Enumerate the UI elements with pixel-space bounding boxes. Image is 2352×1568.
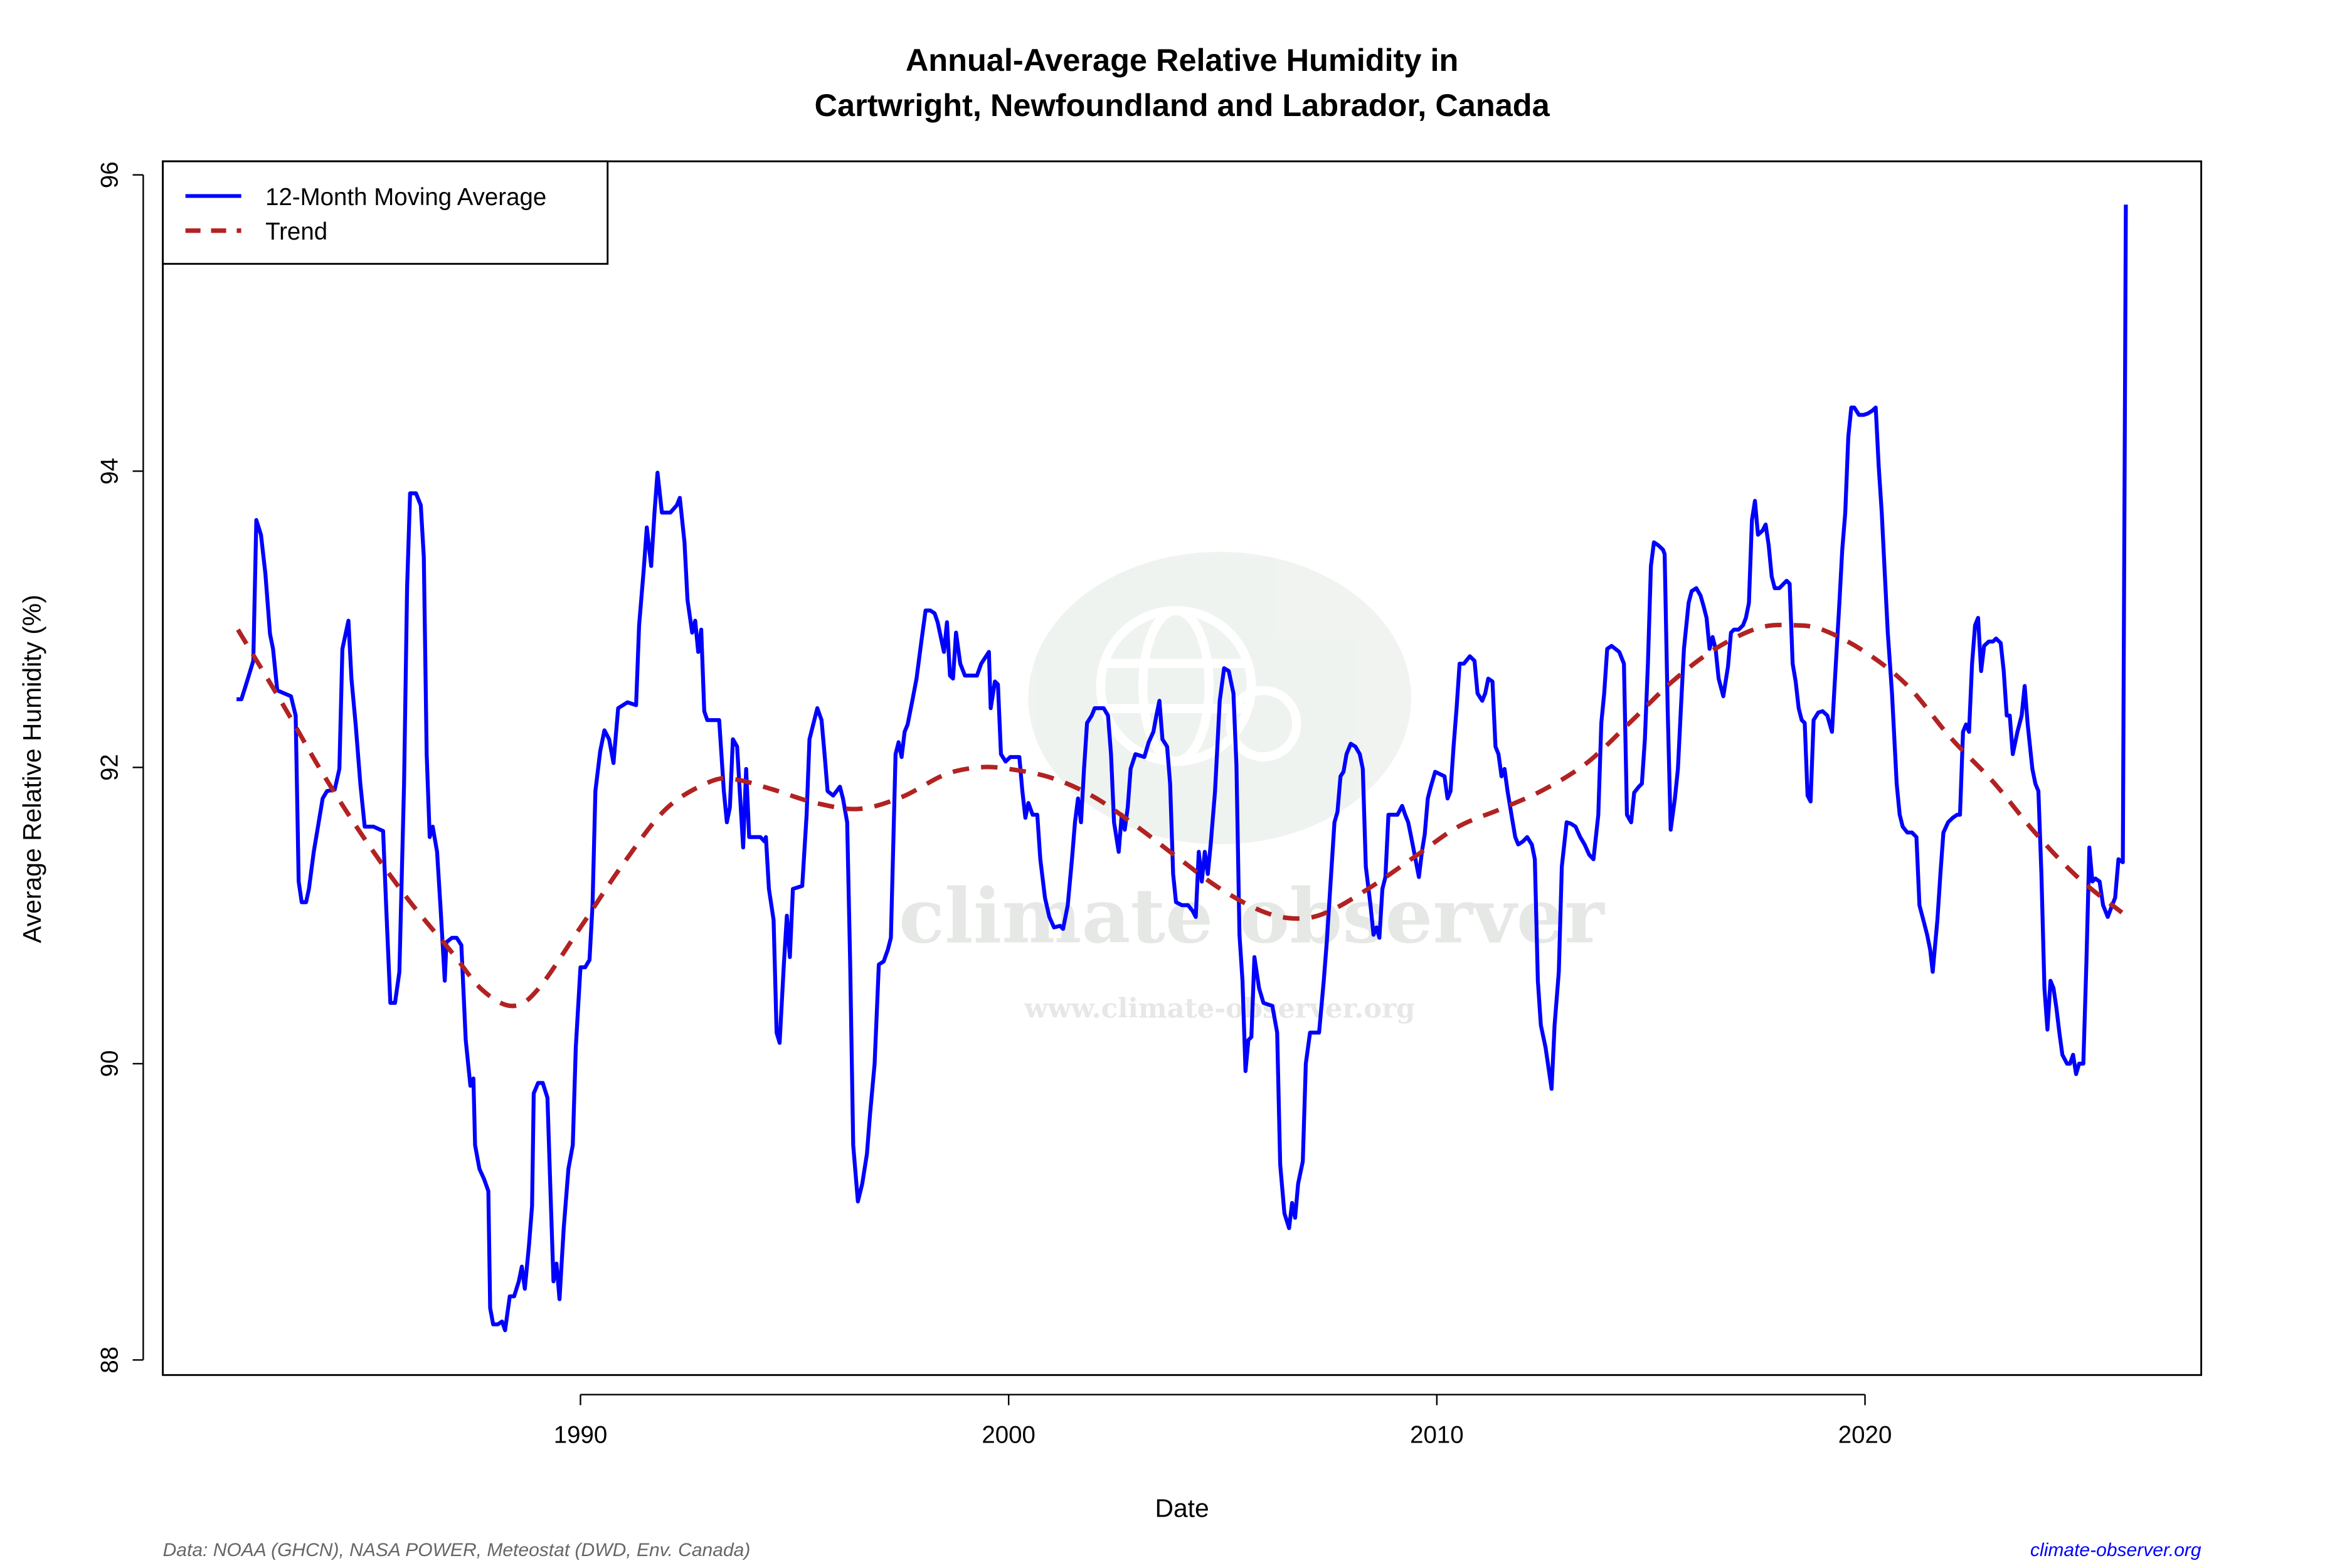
y-tick-label: 88 — [97, 1347, 124, 1374]
x-tick-label: 2000 — [982, 1421, 1036, 1448]
y-axis-label: Average Relative Humidity (%) — [18, 595, 46, 943]
x-tick-label: 2010 — [1410, 1421, 1464, 1448]
legend-label-trend: Trend — [265, 218, 327, 245]
watermark: climate observer www.climate-observer.or… — [899, 551, 1605, 1025]
data-source-note: Data: NOAA (GHCN), NASA POWER, Meteostat… — [163, 1540, 751, 1560]
x-axis-label: Date — [1155, 1493, 1209, 1522]
chart-title-line-1: Annual-Average Relative Humidity in — [906, 42, 1459, 78]
series-line-trend — [236, 622, 2124, 1009]
series-layer — [236, 204, 2128, 1333]
plot-frame — [162, 160, 2203, 1376]
y-tick-label: 92 — [97, 754, 124, 781]
y-tick-label: 94 — [97, 458, 124, 485]
x-tick-label: 2020 — [1838, 1421, 1892, 1448]
x-tick-label: 1990 — [554, 1421, 608, 1448]
y-axis: 88 90 92 94 96 — [97, 161, 144, 1374]
chart-title-line-2: Cartwright, Newfoundland and Labrador, C… — [815, 87, 1550, 123]
legend-box — [162, 160, 609, 265]
y-tick-label: 90 — [97, 1051, 124, 1078]
watermark-url: www.climate-observer.org — [1024, 993, 1415, 1025]
y-tick-label: 96 — [97, 161, 124, 188]
x-axis: 1990 2000 2010 2020 — [554, 1394, 1892, 1448]
series-line-moving-average — [236, 204, 2128, 1333]
watermark-name: climate observer — [899, 872, 1605, 960]
legend-label-moving-average: 12-Month Moving Average — [265, 184, 546, 211]
globe-icon — [1096, 606, 1301, 766]
site-link[interactable]: climate-observer.org — [2030, 1540, 2201, 1560]
legend: 12-Month Moving Average Trend — [162, 160, 609, 265]
